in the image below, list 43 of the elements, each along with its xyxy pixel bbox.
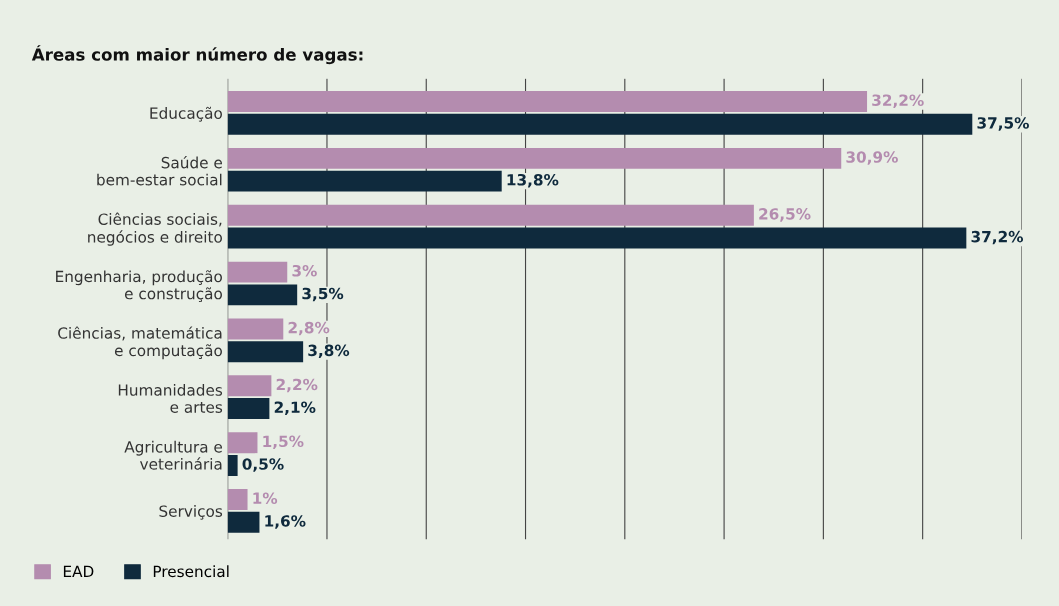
y-tick-label: Saúde e bem-estar social	[97, 155, 223, 186]
bar	[227, 147, 842, 169]
data-label: 2,2%	[276, 378, 318, 393]
bar	[227, 511, 260, 533]
data-label: 13,8%	[507, 174, 559, 188]
bar	[227, 375, 272, 397]
bar	[227, 170, 502, 192]
bar	[227, 261, 288, 283]
bar	[227, 341, 304, 363]
data-label: 2,8%	[288, 321, 330, 336]
data-label: 3%	[292, 264, 317, 277]
data-label: 1,6%	[265, 515, 306, 529]
y-tick-label: Agricultura e veterinária	[124, 440, 223, 470]
data-label: 3,5%	[302, 287, 344, 302]
bar	[227, 204, 754, 226]
bar	[227, 489, 248, 510]
data-label: 0,5%	[242, 458, 284, 472]
data-label: 30,9%	[846, 151, 898, 165]
bar	[227, 318, 284, 340]
bar	[227, 91, 868, 112]
data-label: 1,5%	[263, 435, 304, 450]
legend-label: Presencial	[153, 565, 229, 578]
y-tick-label: Educação	[150, 106, 222, 122]
bar	[227, 432, 258, 454]
bar	[227, 227, 967, 249]
data-label: 37,5%	[977, 117, 1029, 131]
data-label: 26,5%	[759, 208, 811, 222]
bar	[227, 113, 973, 135]
data-label: 1%	[253, 492, 278, 504]
y-tick-label: Humanidades e artes	[118, 383, 223, 413]
bar	[227, 398, 270, 420]
y-tick-label: Engenharia, produção e construção	[56, 270, 222, 303]
data-label: 32,2%	[872, 94, 924, 108]
data-label: 2,1%	[274, 401, 316, 415]
bar	[227, 284, 298, 306]
data-label: 37,2%	[971, 230, 1024, 245]
legend-label: EAD	[63, 565, 94, 577]
chart-title: Áreas com maior número de vagas:	[31, 45, 363, 65]
bar	[227, 454, 238, 476]
y-tick-label: Serviços	[159, 505, 223, 520]
data-label: 3,8%	[308, 344, 350, 359]
y-tick-label: Ciências sociais, negócios e direito	[88, 212, 222, 246]
y-tick-label: Ciências, matemática e computação	[58, 326, 222, 360]
